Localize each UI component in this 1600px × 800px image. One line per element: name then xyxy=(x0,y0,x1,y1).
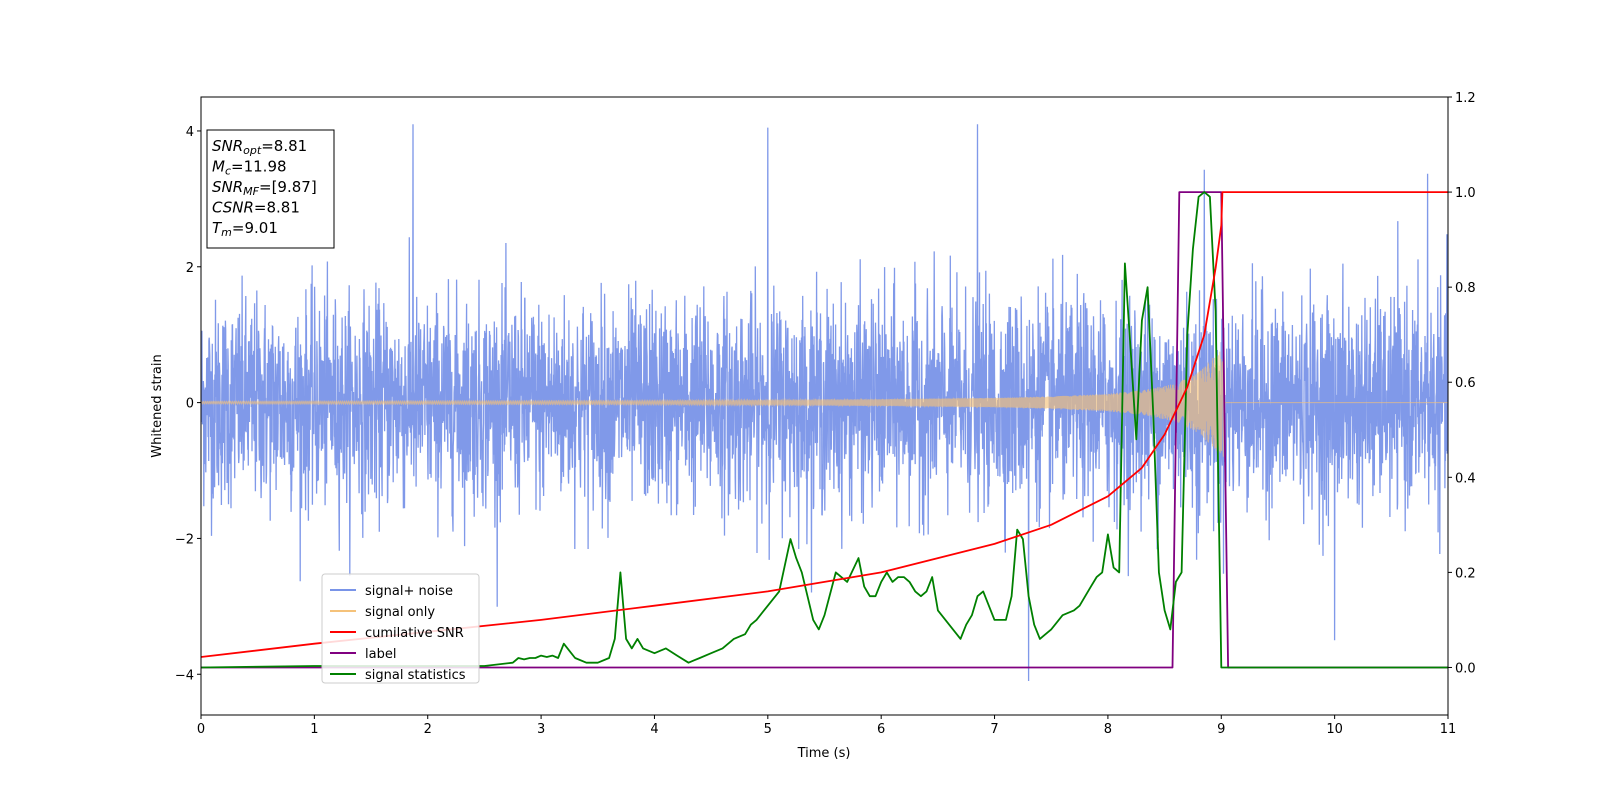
legend-item-label: cumilative SNR xyxy=(365,626,464,641)
x-tick-label: 11 xyxy=(1440,722,1457,737)
y2-tick-label: 0.4 xyxy=(1455,471,1476,486)
stats-annotation-box: SNRopt=8.81Mc=11.98SNRMF=[9.87]CSNR=8.81… xyxy=(206,129,335,249)
y2-tick-label: 0.8 xyxy=(1455,281,1476,296)
y-tick-label: −2 xyxy=(175,532,194,547)
legend-item-label: label xyxy=(365,647,396,662)
y2-axis-ticks: 0.0 0.2 0.4 0.6 0.8 1.0 1.2 xyxy=(1448,91,1476,676)
legend-item-label: signal+ noise xyxy=(365,584,453,599)
x-tick-label: 3 xyxy=(537,722,545,737)
x-tick-label: 5 xyxy=(764,722,772,737)
x-axis-label: Time (s) xyxy=(797,746,851,761)
annotation-box-frame xyxy=(206,129,335,249)
y-tick-label: −4 xyxy=(175,668,194,683)
series-signal-only xyxy=(201,351,1448,457)
annotation-line: SNRMF=[9.87] xyxy=(212,178,317,198)
annotation-line: CSNR=8.81 xyxy=(212,199,300,217)
y-axis-label: Whitened strain xyxy=(150,354,165,457)
series-signal-statistics-line xyxy=(201,191,1448,669)
y-tick-label: 2 xyxy=(186,261,194,276)
axes-frame xyxy=(200,96,1449,716)
x-tick-label: 1 xyxy=(310,722,318,737)
y2-tick-label: 0.2 xyxy=(1455,566,1476,581)
legend-frame xyxy=(321,573,480,684)
x-tick-label: 0 xyxy=(197,722,205,737)
annotation-line: SNRopt=8.81 xyxy=(212,137,307,157)
x-tick-label: 7 xyxy=(990,722,998,737)
y2-tick-label: 0.6 xyxy=(1455,376,1476,391)
x-tick-label: 10 xyxy=(1326,722,1343,737)
y-tick-label: 0 xyxy=(186,397,194,412)
y2-tick-label: 1.2 xyxy=(1455,91,1476,106)
y2-tick-label: 1.0 xyxy=(1455,186,1476,201)
y2-tick-label: 0.0 xyxy=(1455,661,1476,676)
legend-item-label: signal only xyxy=(365,605,435,620)
plot-area xyxy=(201,124,1448,682)
x-tick-label: 9 xyxy=(1217,722,1225,737)
x-tick-label: 8 xyxy=(1104,722,1112,737)
x-tick-label: 6 xyxy=(877,722,885,737)
series-signal-statistics xyxy=(201,191,1448,669)
annotation-line: Tm=9.01 xyxy=(212,219,278,239)
y-tick-label: 4 xyxy=(186,125,194,140)
legend: signal+ noise signal only cumilative SNR la… xyxy=(321,573,480,684)
series-signal-only-line xyxy=(201,351,1448,457)
legend-item-label: signal statistics xyxy=(365,668,466,683)
x-tick-label: 2 xyxy=(424,722,432,737)
annotation-line: Mc=11.98 xyxy=(212,158,287,178)
x-axis-ticks: 0 1 2 3 4 5 6 7 8 9 10 11 xyxy=(197,715,1456,737)
series-cumulative-snr xyxy=(201,191,1448,658)
x-tick-label: 4 xyxy=(650,722,658,737)
series-cumulative-snr-line xyxy=(201,191,1448,658)
y-axis-ticks: −4 −2 0 2 4 xyxy=(175,125,201,683)
